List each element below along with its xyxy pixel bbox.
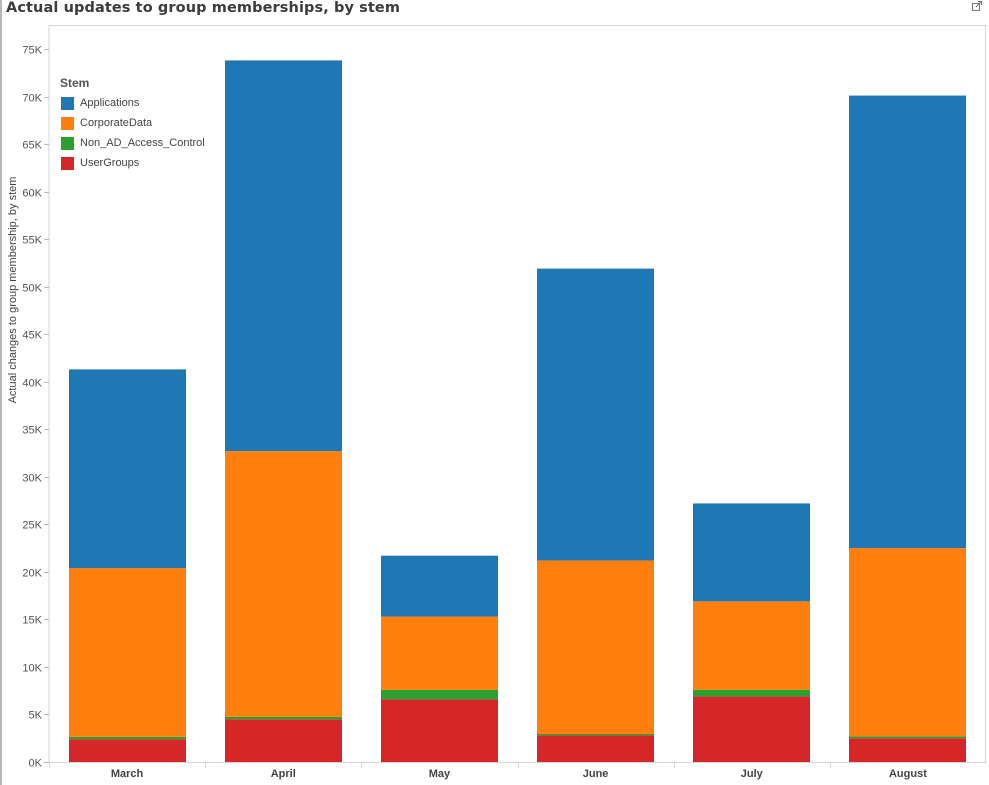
bar-segment-corporatedata[interactable]: [225, 451, 342, 717]
y-tick-label: 35K: [22, 425, 42, 437]
legend-label: Non_AD_Access_Control: [80, 137, 205, 149]
y-tick-label: 20K: [22, 568, 42, 580]
legend-item[interactable]: Applications: [60, 93, 205, 113]
bar-segment-non-ad-access-control[interactable]: [69, 736, 186, 740]
bar-segment-usergroups[interactable]: [849, 738, 966, 762]
bar-segment-corporatedata[interactable]: [69, 568, 186, 737]
bar-segment-applications[interactable]: [537, 268, 654, 561]
x-category-label: March: [111, 768, 144, 780]
y-tick-label: 55K: [22, 235, 42, 247]
legend-item[interactable]: UserGroups: [60, 153, 205, 173]
bar-segment-non-ad-access-control[interactable]: [693, 689, 810, 697]
bar-segment-non-ad-access-control[interactable]: [849, 736, 966, 739]
bar-segment-corporatedata[interactable]: [849, 548, 966, 737]
bar-segment-applications[interactable]: [381, 555, 498, 617]
y-tick-label: 75K: [22, 45, 42, 57]
legend: Stem Applications CorporateData Non_AD_Acc…: [60, 76, 205, 173]
legend-item[interactable]: CorporateData: [60, 113, 205, 133]
bar-segment-corporatedata[interactable]: [537, 560, 654, 734]
x-category-label: May: [429, 768, 451, 780]
legend-item[interactable]: Non_AD_Access_Control: [60, 133, 205, 153]
legend-swatch: [61, 156, 74, 170]
bar-segment-applications[interactable]: [693, 503, 810, 602]
bar-segment-non-ad-access-control[interactable]: [381, 689, 498, 700]
bar-segment-corporatedata[interactable]: [693, 601, 810, 690]
plot-area-frame: [49, 25, 986, 762]
y-axis-title: Actual changes to group membership, by s…: [7, 177, 19, 404]
y-tick-label: 40K: [22, 378, 42, 390]
legend-label: UserGroups: [80, 157, 140, 169]
legend-swatch: [61, 96, 74, 110]
x-category-label: April: [271, 768, 296, 780]
y-tick-label: 65K: [22, 140, 42, 152]
bar-segment-usergroups[interactable]: [381, 699, 498, 762]
legend-swatch: [61, 116, 74, 130]
bar-segment-usergroups[interactable]: [537, 735, 654, 762]
y-tick-label: 30K: [22, 473, 42, 485]
y-tick-label: 25K: [22, 520, 42, 532]
bar-segment-non-ad-access-control[interactable]: [225, 716, 342, 720]
y-tick-label: 15K: [22, 615, 42, 627]
bar-segment-usergroups[interactable]: [225, 719, 342, 762]
y-tick-label: 70K: [22, 93, 42, 105]
bar-segment-non-ad-access-control[interactable]: [537, 733, 654, 736]
legend-title: Stem: [60, 76, 90, 90]
bar-segment-applications[interactable]: [849, 95, 966, 549]
y-tick-label: 0K: [29, 758, 43, 770]
y-tick-label: 50K: [22, 283, 42, 295]
bar-segment-usergroups[interactable]: [69, 739, 186, 762]
bar-segment-applications[interactable]: [225, 60, 342, 452]
bar-segment-applications[interactable]: [69, 369, 186, 569]
x-category-label: June: [583, 768, 609, 780]
chart-title: Actual updates to group memberships, by …: [6, 0, 401, 16]
legend-label: CorporateData: [80, 117, 153, 129]
legend-label: Applications: [80, 97, 140, 109]
y-tick-label: 5K: [29, 710, 43, 722]
y-tick-label: 45K: [22, 330, 42, 342]
bar-segment-corporatedata[interactable]: [381, 616, 498, 690]
y-tick-label: 60K: [22, 188, 42, 200]
window-left-border: [0, 0, 2, 785]
x-category-label: August: [889, 768, 927, 780]
y-tick-label: 10K: [22, 663, 42, 675]
legend-swatch: [61, 136, 74, 150]
bar-segment-usergroups[interactable]: [693, 696, 810, 762]
x-category-label: July: [741, 768, 764, 780]
external-link-icon[interactable]: [972, 1, 982, 11]
